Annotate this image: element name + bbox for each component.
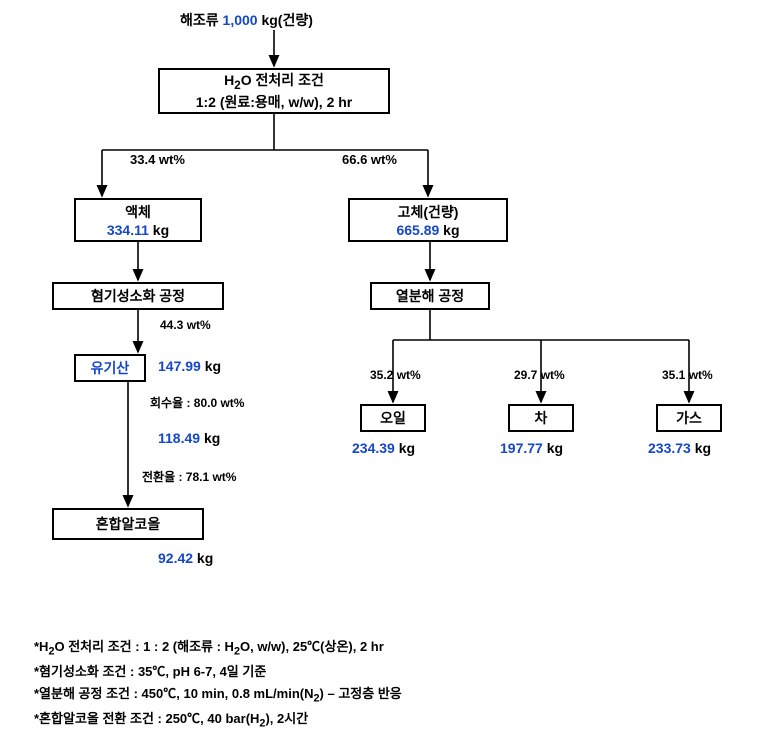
footnote-3: *열분해 공정 조건 : 450℃, 10 min, 0.8 mL/min(N2… — [34, 683, 402, 708]
organic-box: 유기산 — [74, 354, 146, 382]
anaerobic-box: 혐기성소화 공정 — [52, 282, 224, 310]
pretreat-line2: 1:2 (원료:용매, w/w), 2 hr — [196, 92, 353, 112]
mixed-label: 혼합알코올 — [96, 514, 160, 534]
mixed-value: 92.42 — [158, 550, 193, 566]
recovery-value: 118.49 — [158, 430, 200, 446]
pretreat-line1: H2O 전처리 조건 — [224, 70, 324, 92]
anaerobic-label: 혐기성소화 공정 — [91, 286, 185, 306]
solid-box: 고체(건량) 665.89 kg — [348, 198, 508, 242]
solid-label: 고체(건량) — [398, 202, 459, 222]
footnote-2: *혐기성소화 조건 : 35℃, pH 6-7, 4일 기준 — [34, 661, 402, 683]
organic-value: 147.99 — [158, 358, 201, 374]
recovery-unit: kg — [200, 430, 220, 446]
char-unit: kg — [543, 440, 563, 456]
pyro-box: 열분해 공정 — [370, 282, 490, 310]
organic-label: 유기산 — [91, 358, 130, 378]
footnote-1: *H2O 전처리 조건 : 1 : 2 (해조류 : H2O, w/w), 25… — [34, 636, 402, 661]
oil-label: 오일 — [380, 408, 406, 428]
pyro-pct-oil: 35.2 wt% — [370, 368, 421, 382]
organic-unit: kg — [201, 358, 221, 374]
mixed-unit: kg — [193, 550, 213, 566]
liquid-box: 액체 334.11 kg — [74, 198, 202, 242]
gas-box: 가스 — [656, 404, 722, 432]
flowchart-canvas: 해조류 1,000 kg(건량) H2O 전처리 조건 1:2 (원료:용매, … — [0, 0, 770, 744]
recovery-label: 회수율 : 80.0 wt% — [150, 394, 244, 411]
liquid-unit: kg — [149, 222, 169, 238]
pyro-label: 열분해 공정 — [396, 286, 464, 306]
char-box: 차 — [508, 404, 574, 432]
title: 해조류 1,000 kg(건량) — [180, 10, 313, 30]
char-value: 197.77 — [500, 440, 543, 456]
oil-box: 오일 — [360, 404, 426, 432]
gas-label: 가스 — [676, 408, 702, 428]
gas-unit: kg — [691, 440, 711, 456]
anaerobic-pct: 44.3 wt% — [160, 318, 211, 332]
solid-value: 665.89 — [396, 222, 439, 238]
mixed-box: 혼합알코올 — [52, 508, 204, 540]
split-right-pct: 66.6 wt% — [342, 152, 397, 167]
pretreat-box: H2O 전처리 조건 1:2 (원료:용매, w/w), 2 hr — [158, 68, 390, 114]
organic-value-row: 147.99 kg — [158, 358, 221, 374]
gas-value: 233.73 — [648, 440, 691, 456]
liquid-value: 334.11 — [107, 222, 149, 238]
solid-unit: kg — [439, 222, 459, 238]
char-value-row: 197.77 kg — [500, 440, 563, 456]
gas-value-row: 233.73 kg — [648, 440, 711, 456]
char-label: 차 — [535, 408, 548, 428]
oil-value-row: 234.39 kg — [352, 440, 415, 456]
pyro-pct-gas: 35.1 wt% — [662, 368, 713, 382]
split-left-pct: 33.4 wt% — [130, 152, 185, 167]
pyro-pct-char: 29.7 wt% — [514, 368, 565, 382]
title-suffix: kg(건량) — [258, 12, 313, 28]
title-prefix: 해조류 — [180, 12, 223, 28]
conversion-label: 전환율 : 78.1 wt% — [142, 468, 236, 485]
liquid-label: 액체 — [125, 202, 151, 222]
footnote-4: *혼합알코올 전환 조건 : 250℃, 40 bar(H2), 2시간 — [34, 708, 402, 733]
mixed-value-row: 92.42 kg — [158, 550, 213, 566]
recovery-value-row: 118.49 kg — [158, 430, 220, 446]
oil-value: 234.39 — [352, 440, 395, 456]
oil-unit: kg — [395, 440, 415, 456]
title-value: 1,000 — [223, 12, 258, 28]
footnotes: *H2O 전처리 조건 : 1 : 2 (해조류 : H2O, w/w), 25… — [34, 636, 402, 733]
